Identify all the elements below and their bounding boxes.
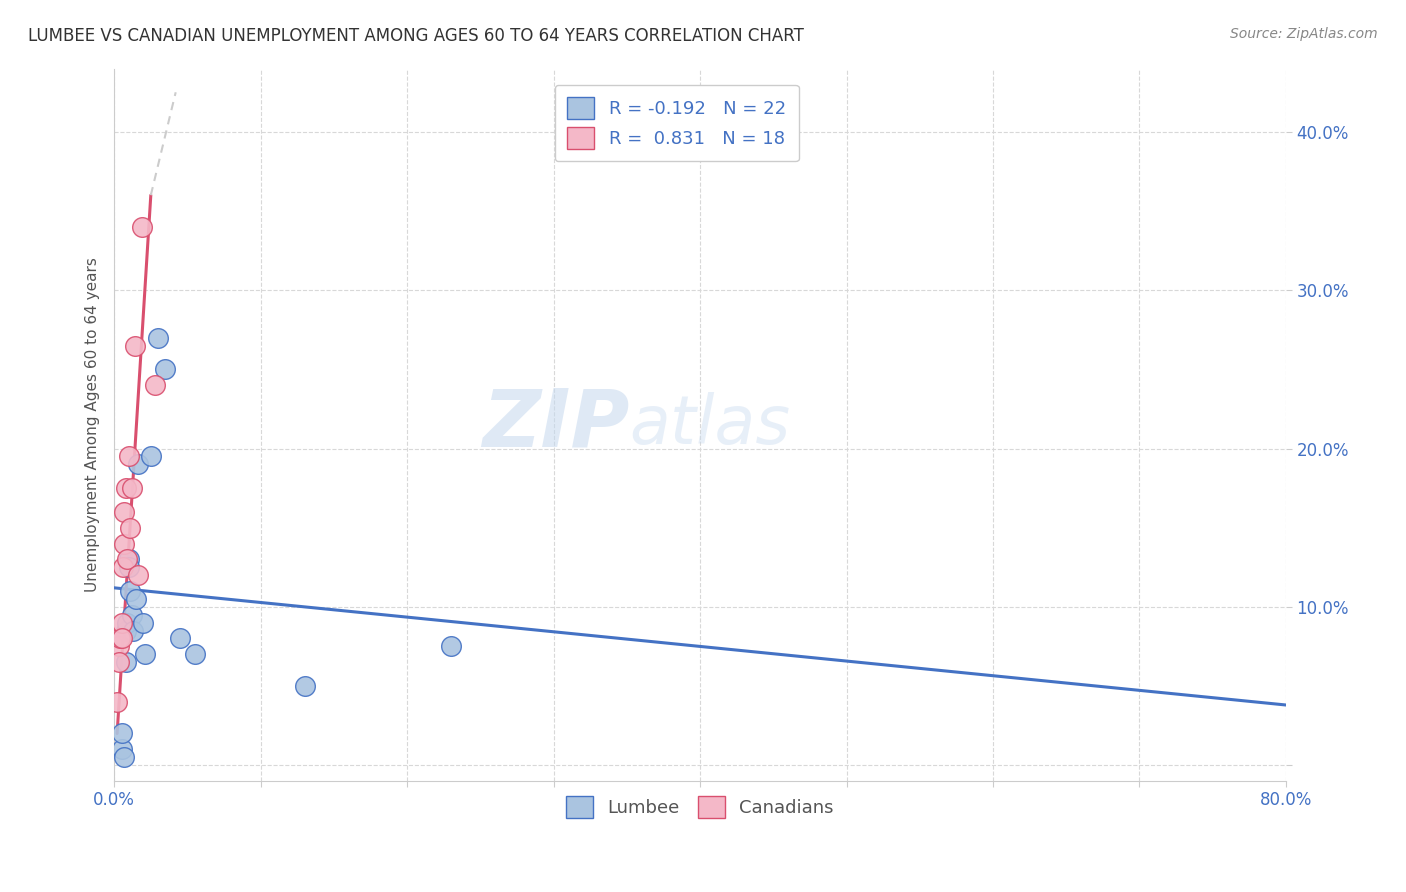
Point — [114, 750, 136, 764]
Point — [110, 742, 132, 756]
Point — [440, 640, 463, 654]
Text: ZIP: ZIP — [482, 385, 630, 464]
Point — [184, 648, 207, 662]
Point — [110, 615, 132, 630]
Point — [111, 560, 134, 574]
Point — [132, 615, 155, 630]
Point — [122, 624, 145, 638]
Point — [134, 648, 156, 662]
Point — [120, 584, 142, 599]
Point — [125, 591, 148, 606]
Point — [117, 615, 139, 630]
Point — [110, 632, 132, 646]
Point — [118, 450, 141, 464]
Point — [169, 632, 191, 646]
Point — [115, 655, 138, 669]
Point — [124, 338, 146, 352]
Point — [114, 536, 136, 550]
Point — [294, 679, 316, 693]
Point — [105, 695, 128, 709]
Legend: Lumbee, Canadians: Lumbee, Canadians — [560, 789, 841, 825]
Point — [127, 568, 149, 582]
Point — [115, 624, 138, 638]
Point — [120, 521, 142, 535]
Point — [143, 378, 166, 392]
Point — [107, 655, 129, 669]
Text: atlas: atlas — [630, 392, 790, 458]
Point — [131, 219, 153, 234]
Text: LUMBEE VS CANADIAN UNEMPLOYMENT AMONG AGES 60 TO 64 YEARS CORRELATION CHART: LUMBEE VS CANADIAN UNEMPLOYMENT AMONG AG… — [28, 27, 804, 45]
Point — [115, 481, 138, 495]
Text: Source: ZipAtlas.com: Source: ZipAtlas.com — [1230, 27, 1378, 41]
Point — [118, 560, 141, 574]
Point — [155, 362, 177, 376]
Point — [146, 331, 169, 345]
Point — [139, 450, 162, 464]
Y-axis label: Unemployment Among Ages 60 to 64 years: Unemployment Among Ages 60 to 64 years — [86, 257, 100, 592]
Point — [108, 632, 131, 646]
Point — [127, 458, 149, 472]
Point — [121, 481, 143, 495]
Point — [118, 552, 141, 566]
Point — [110, 726, 132, 740]
Point — [117, 552, 139, 566]
Point — [114, 505, 136, 519]
Point — [107, 640, 129, 654]
Point — [121, 607, 143, 622]
